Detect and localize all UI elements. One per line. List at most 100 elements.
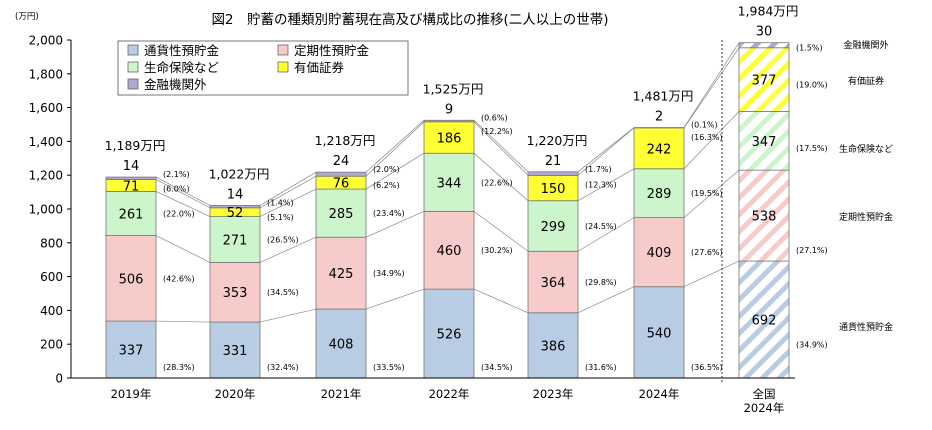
x-tick-label: 2021年: [321, 387, 362, 401]
bar-stacks: [105, 42, 790, 379]
share-percent-label: (2.0%): [373, 165, 400, 174]
connector-line: [577, 286, 635, 314]
y-tick-label: 400: [40, 304, 63, 318]
y-tick-label: 1,400: [29, 135, 63, 149]
connector-line: [473, 120, 529, 173]
share-percent-label: (42.6%): [163, 274, 195, 283]
share-percent-label: (1.4%): [267, 198, 294, 207]
bar-segment: [738, 111, 790, 171]
total-label: 1,984万円: [738, 4, 799, 19]
national-category-label: 生命保険など: [839, 143, 893, 155]
share-percent-label: (29.8%): [585, 278, 617, 287]
share-percent-label: (6.2%): [373, 181, 400, 190]
connector-line: [683, 260, 740, 288]
connector-line: [259, 188, 317, 217]
bar-segment: [527, 174, 579, 202]
connector-line: [259, 236, 317, 263]
bar-segment: [738, 47, 790, 112]
share-percent-label: (2.1%): [163, 170, 190, 179]
segment-value-label: 261: [119, 207, 144, 222]
bar-segment: [423, 152, 475, 212]
connector-line: [259, 308, 317, 323]
legend-label: 有価証券: [294, 60, 345, 75]
segment-value-label: 52: [227, 206, 244, 221]
share-percent-label: (1.7%): [585, 165, 612, 174]
bar-segment: [315, 171, 367, 177]
bar-segment: [527, 200, 579, 252]
segment-value-label: 242: [647, 142, 672, 157]
share-percent-label: (0.1%): [691, 121, 718, 130]
connector-line: [577, 168, 635, 202]
share-percent-label: (19.5%): [691, 189, 723, 198]
legend-label: 通貨性預貯金: [144, 43, 220, 58]
connector-line: [683, 111, 740, 170]
bar-segment: [315, 308, 367, 379]
bar-segment: [633, 168, 685, 219]
y-tick-label: 2,000: [29, 34, 63, 48]
share-percent-label: (17.5%): [796, 144, 828, 153]
connector-lines: [155, 42, 740, 323]
y-tick-label: 1,600: [29, 101, 63, 115]
connector-line: [155, 320, 211, 323]
segment-value-label: 289: [647, 187, 672, 202]
y-tick-label: 1,800: [29, 67, 63, 81]
segment-value-label: 344: [437, 176, 462, 191]
legend-box: [117, 40, 409, 96]
legend-swatch: [277, 61, 289, 73]
share-percent-label: (31.6%): [585, 363, 617, 372]
connector-line: [577, 127, 635, 176]
share-percent-label: (22.6%): [481, 178, 513, 187]
national-category-label: 金融機関外: [843, 39, 888, 51]
share-percent-label: (33.5%): [373, 363, 405, 372]
segment-value-label: 540: [647, 326, 672, 341]
y-tick-label: 200: [40, 338, 63, 352]
bar-segment: [527, 171, 579, 176]
y-tick-label: 600: [40, 270, 63, 284]
share-percent-label: (27.1%): [796, 246, 828, 255]
bar-segment: [527, 312, 579, 379]
bar-segment: [738, 260, 790, 379]
total-label: 1,525万円: [423, 81, 484, 96]
segment-value-label: 425: [329, 267, 354, 282]
bar-segment: [423, 121, 475, 154]
legend-label: 金融機関外: [144, 77, 207, 92]
bar-segment: [315, 236, 367, 310]
small-series-value-label: 9: [445, 102, 453, 117]
connector-line: [155, 176, 211, 206]
bar-segment: [209, 262, 261, 323]
total-label: 1,189万円: [105, 138, 166, 153]
national-category-label: 通貨性預貯金: [839, 321, 893, 333]
total-label: 1,218万円: [315, 133, 376, 148]
bar-segment: [105, 191, 157, 236]
bar-segment: [209, 321, 261, 379]
connector-line: [577, 127, 635, 173]
connector-line: [155, 235, 211, 263]
segment-value-label: 71: [123, 179, 140, 194]
x-tick-label: 2019年: [111, 387, 152, 401]
share-percent-label: (19.0%): [796, 81, 828, 90]
y-axis: 0 200 400 600 800 1,000 1,200 1,400 1,600 1,800 2,…: [29, 34, 72, 386]
legend-swatch: [127, 78, 139, 90]
segment-value-label: 347: [752, 135, 777, 150]
segment-value-label: 460: [437, 244, 462, 259]
segment-value-label: 408: [329, 338, 354, 353]
share-percent-label: (30.2%): [481, 246, 513, 255]
y-tick-label: 800: [40, 236, 63, 250]
x-tick-label: 2023年: [533, 387, 574, 401]
x-tick-label: 2022年: [429, 387, 470, 401]
segment-value-label: 692: [752, 314, 777, 329]
x-tick-label: 2020年: [215, 387, 256, 401]
small-series-value-label: 21: [545, 154, 562, 169]
share-percent-label: (6.0%): [163, 184, 190, 193]
value-labels: 337 506 261 71 14 1,189万円 331 353 271 52 14 1,022万円…: [105, 4, 893, 372]
connector-line: [577, 217, 635, 252]
share-percent-label: (34.5%): [267, 288, 299, 297]
segment-value-label: 337: [119, 344, 144, 359]
y-tick-label: 0: [55, 372, 63, 386]
bar-segment: [315, 188, 367, 238]
share-percent-label: (22.0%): [163, 209, 195, 218]
share-percent-label: (34.5%): [481, 363, 513, 372]
connector-line: [683, 47, 740, 129]
